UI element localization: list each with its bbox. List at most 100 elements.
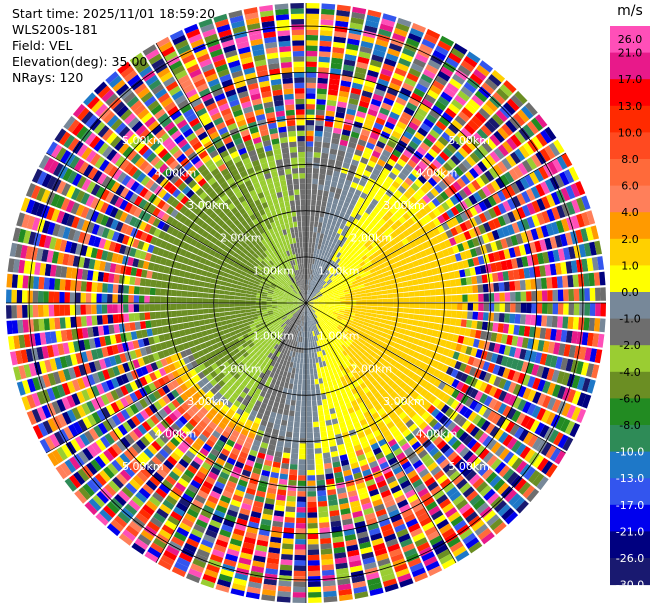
range-gate xyxy=(490,241,498,252)
range-gate xyxy=(229,311,236,315)
range-gate xyxy=(333,279,339,285)
range-gate xyxy=(448,52,462,64)
range-gate xyxy=(335,342,341,348)
range-gate xyxy=(327,311,333,315)
range-gate xyxy=(473,68,487,81)
range-gate xyxy=(539,327,547,339)
range-gate xyxy=(338,290,345,294)
range-gate xyxy=(317,227,322,233)
range-gate xyxy=(438,180,448,191)
range-gate xyxy=(561,153,573,168)
range-gate xyxy=(376,479,387,489)
range-gate xyxy=(428,211,437,220)
range-gate xyxy=(306,199,311,206)
range-gate xyxy=(333,226,339,233)
range-gate xyxy=(296,512,306,518)
range-gate xyxy=(526,157,538,170)
range-gate xyxy=(398,365,406,373)
range-gate xyxy=(451,439,462,451)
range-gate xyxy=(318,67,329,74)
range-gate xyxy=(470,248,478,258)
range-gate xyxy=(394,219,403,228)
range-gate xyxy=(377,408,386,416)
range-gate xyxy=(307,304,312,309)
range-gate xyxy=(377,273,384,279)
range-gate xyxy=(492,205,502,217)
range-gate xyxy=(384,144,394,154)
range-gate xyxy=(364,285,371,290)
range-gate xyxy=(376,310,383,315)
range-gate xyxy=(366,14,381,23)
range-gate xyxy=(355,385,363,393)
range-gate xyxy=(369,103,380,112)
range-gate xyxy=(289,410,295,417)
range-gate xyxy=(573,303,580,316)
range-gate xyxy=(517,385,527,398)
range-gate xyxy=(407,336,415,344)
range-gate xyxy=(359,287,366,292)
range-gate xyxy=(514,130,526,144)
range-gate xyxy=(336,411,343,418)
range-gate xyxy=(392,288,399,294)
range-gate xyxy=(510,151,521,165)
range-gate xyxy=(414,201,423,211)
range-gate xyxy=(378,438,387,447)
range-gate xyxy=(423,204,432,214)
range-gate xyxy=(320,244,325,251)
range-gate xyxy=(502,468,515,481)
range-gate xyxy=(586,363,595,378)
range-gate xyxy=(424,248,432,256)
range-gate xyxy=(482,198,493,209)
range-gate xyxy=(313,226,318,233)
range-gate xyxy=(323,298,330,300)
range-gate xyxy=(560,329,568,343)
range-gate xyxy=(370,493,382,502)
range-gate xyxy=(589,303,596,316)
range-gate xyxy=(311,314,315,320)
range-gate xyxy=(358,270,365,275)
range-gate xyxy=(307,432,314,439)
range-gate xyxy=(547,382,556,396)
range-gate xyxy=(311,194,317,201)
range-gate xyxy=(330,317,336,322)
range-gate xyxy=(371,309,377,314)
range-gate xyxy=(312,357,316,364)
range-gate xyxy=(409,303,415,308)
range-gate xyxy=(309,237,313,243)
range-gate xyxy=(388,480,399,489)
range-gate xyxy=(516,220,526,232)
range-gate xyxy=(510,303,516,313)
range-gate xyxy=(421,472,433,483)
range-gate xyxy=(464,123,476,135)
range-gate xyxy=(395,470,406,480)
range-gate xyxy=(443,272,450,280)
range-gate xyxy=(481,157,492,170)
range-gate xyxy=(397,312,404,318)
range-gate xyxy=(279,473,288,480)
range-gate xyxy=(313,304,319,307)
range-gate xyxy=(544,237,553,250)
range-gate xyxy=(493,388,503,400)
range-gate xyxy=(490,262,498,273)
range-gate xyxy=(312,306,318,309)
range-gate xyxy=(403,106,415,117)
range-gate xyxy=(371,226,379,234)
range-gate xyxy=(421,453,432,464)
range-gate xyxy=(393,236,402,244)
range-gate xyxy=(389,274,396,280)
range-gate xyxy=(307,512,318,518)
range-gate xyxy=(373,206,381,214)
range-gate xyxy=(318,516,329,523)
range-gate xyxy=(306,305,309,311)
range-gate xyxy=(384,533,397,543)
range-gate xyxy=(324,276,329,282)
range-gate xyxy=(408,291,415,297)
range-gate xyxy=(467,119,480,131)
range-gate xyxy=(485,154,497,166)
range-gate xyxy=(441,131,453,143)
range-gate xyxy=(395,407,404,416)
range-gate xyxy=(310,342,313,348)
range-gate xyxy=(107,314,114,324)
range-gate xyxy=(419,207,428,217)
range-gate xyxy=(422,424,432,435)
